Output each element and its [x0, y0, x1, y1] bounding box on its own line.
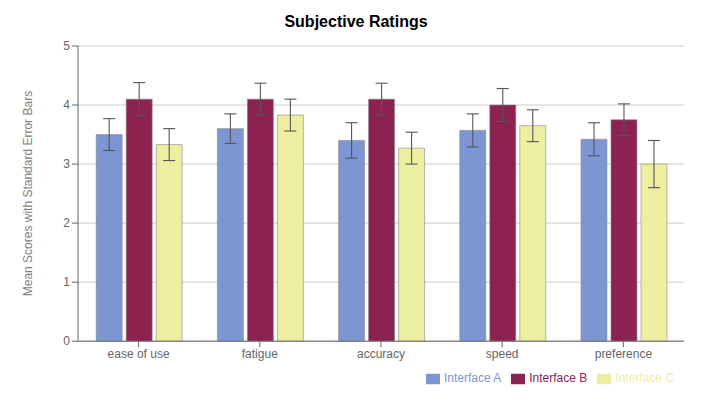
svg-text:accuracy: accuracy — [357, 347, 405, 361]
html-text:Interface C: Interface C — [615, 371, 674, 386]
svg-text:ease of use: ease of use — [108, 347, 170, 361]
html-text:Interface A: Interface A — [443, 371, 502, 386]
svg-text:4: 4 — [63, 98, 70, 112]
svg-text:1: 1 — [63, 275, 70, 289]
svg-text:preference: preference — [595, 347, 653, 361]
svg-text:Mean Scores with Standard Erro: Mean Scores with Standard Error Bars — [21, 91, 35, 296]
svg-text:2: 2 — [63, 216, 70, 230]
svg-text:3: 3 — [63, 157, 70, 171]
svg-text:speed: speed — [486, 347, 519, 361]
svg-text:0: 0 — [63, 334, 70, 348]
svg-text:5: 5 — [63, 39, 70, 53]
html-text:Interface B: Interface B — [529, 371, 588, 386]
svg-text:fatigue: fatigue — [242, 347, 278, 361]
html-text:Subjective Ratings: Subjective Ratings — [284, 13, 428, 30]
